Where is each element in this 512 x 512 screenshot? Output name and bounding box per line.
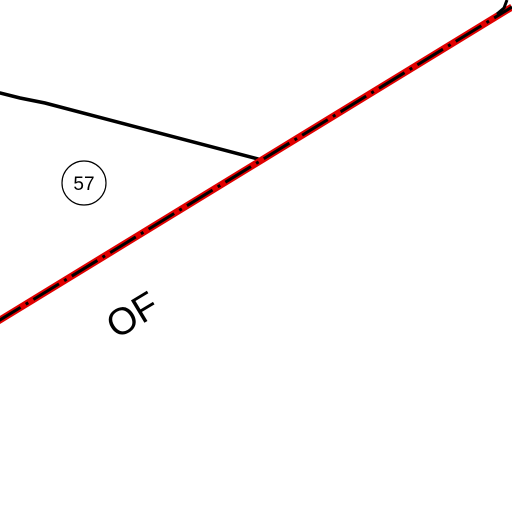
parcel-number-circle xyxy=(61,160,107,206)
parcel-number-badge: 57 xyxy=(61,160,107,206)
boundary-line-dashes xyxy=(0,5,512,322)
parcel-number: 57 xyxy=(73,174,94,195)
street-label: OF xyxy=(99,284,166,347)
parcel-boundary-line xyxy=(0,91,260,161)
boundary-end-marker xyxy=(496,0,509,16)
